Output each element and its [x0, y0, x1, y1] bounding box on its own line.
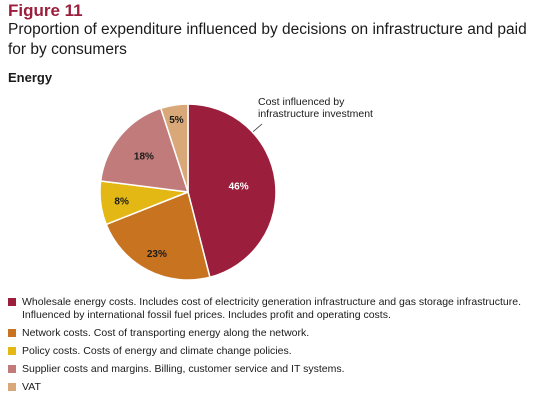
- legend-desc: Includes cost of electricity generation …: [22, 296, 521, 321]
- slice-label-policy: 8%: [114, 196, 129, 207]
- legend: Wholesale energy costs. Includes cost of…: [8, 296, 533, 399]
- figure-title: Proportion of expenditure influenced by …: [8, 21, 527, 58]
- pie-slice-supplier: [99, 107, 190, 193]
- figure-number: Figure 11: [8, 1, 83, 20]
- legend-swatch-wholesale: [8, 298, 16, 306]
- callout-text: Cost influenced by infrastructure invest…: [258, 96, 373, 120]
- chart-subtitle: Energy: [8, 70, 53, 85]
- legend-item-vat: VAT: [8, 381, 533, 394]
- legend-name: Policy costs.: [22, 345, 81, 357]
- pie-chart: 46% 23% 8% 18% 5%: [99, 103, 277, 281]
- legend-swatch-vat: [8, 383, 16, 391]
- slice-label-supplier: 18%: [134, 152, 154, 163]
- legend-desc: Billing, customer service and IT systems…: [151, 363, 345, 375]
- legend-desc: Cost of transporting energy along the ne…: [90, 327, 310, 339]
- slice-label-network: 23%: [147, 249, 167, 260]
- legend-swatch-network: [8, 329, 16, 337]
- pie-slice-wholesale: [187, 103, 277, 279]
- legend-item-supplier: Supplier costs and margins. Billing, cus…: [8, 363, 533, 376]
- legend-name: Supplier costs and margins.: [22, 363, 152, 375]
- slice-label-wholesale: 46%: [229, 182, 249, 193]
- pie-slice-network: [105, 190, 211, 281]
- legend-item-policy: Policy costs. Costs of energy and climat…: [8, 345, 533, 358]
- legend-swatch-policy: [8, 347, 16, 355]
- legend-desc: Costs of energy and climate change polic…: [80, 345, 292, 357]
- pie-slice-vat: [159, 103, 189, 193]
- legend-item-network: Network costs. Cost of transporting ener…: [8, 327, 533, 340]
- legend-name: Wholesale energy costs.: [22, 296, 137, 308]
- legend-name: Network costs.: [22, 327, 91, 339]
- slice-label-vat: 5%: [169, 115, 184, 126]
- legend-item-wholesale: Wholesale energy costs. Includes cost of…: [8, 296, 533, 322]
- legend-swatch-supplier: [8, 365, 16, 373]
- legend-name: VAT: [22, 381, 41, 393]
